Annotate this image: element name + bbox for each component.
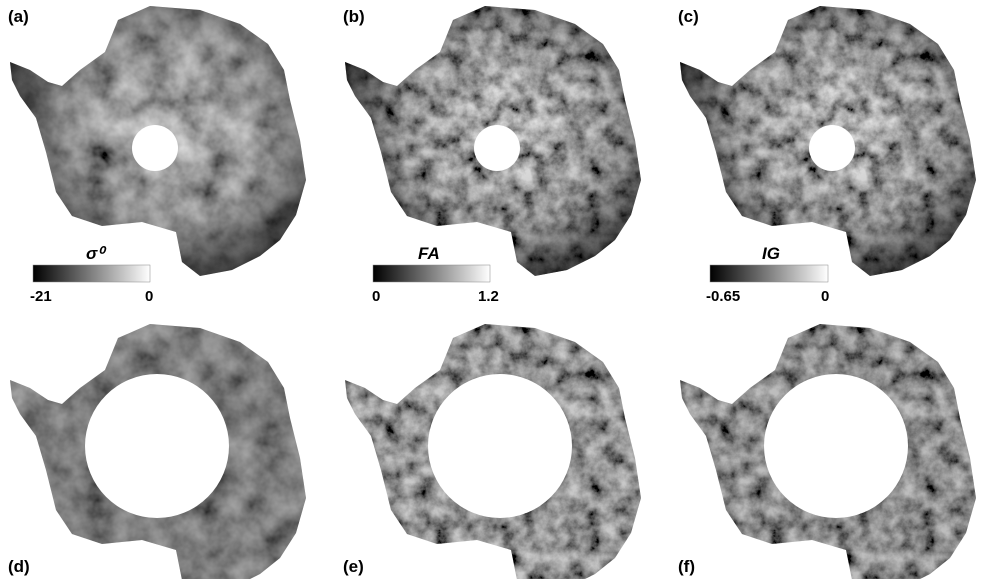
colorbar-gradient [373, 265, 490, 282]
pole-hole [809, 125, 855, 171]
colorbar: IG -0.65 0 [706, 244, 829, 305]
colorbar: σ⁰ -21 0 [30, 244, 153, 305]
panel-label: (c) [678, 7, 699, 26]
colorbar-tick: 0 [372, 288, 380, 305]
colorbar-title: σ⁰ [86, 244, 107, 263]
colorbar-tick: 0 [145, 288, 153, 305]
panel-label: (d) [8, 557, 30, 576]
colorbar-tick: -0.65 [706, 288, 740, 305]
colorbar-title: IG [762, 244, 780, 263]
figure: (a) (b) (c) (d) (e) (f) σ⁰ -21 0 FA 0 1.… [0, 0, 982, 579]
colorbar-gradient [710, 265, 828, 282]
pole-hole [474, 125, 520, 171]
pole-hole [764, 374, 908, 518]
colorbar-gradient [33, 265, 150, 282]
colorbar-tick: 1.2 [478, 288, 499, 305]
panel-label: (f) [678, 557, 695, 576]
pole-hole [132, 125, 178, 171]
panel-label: (a) [8, 7, 29, 26]
pole-hole [428, 374, 572, 518]
colorbar-tick: -21 [30, 288, 52, 305]
colorbar-title: FA [418, 244, 440, 263]
panel-label: (b) [343, 7, 365, 26]
pole-hole [85, 374, 229, 518]
colorbar: FA 0 1.2 [372, 244, 499, 305]
panel-label: (e) [343, 557, 364, 576]
colorbar-tick: 0 [821, 288, 829, 305]
